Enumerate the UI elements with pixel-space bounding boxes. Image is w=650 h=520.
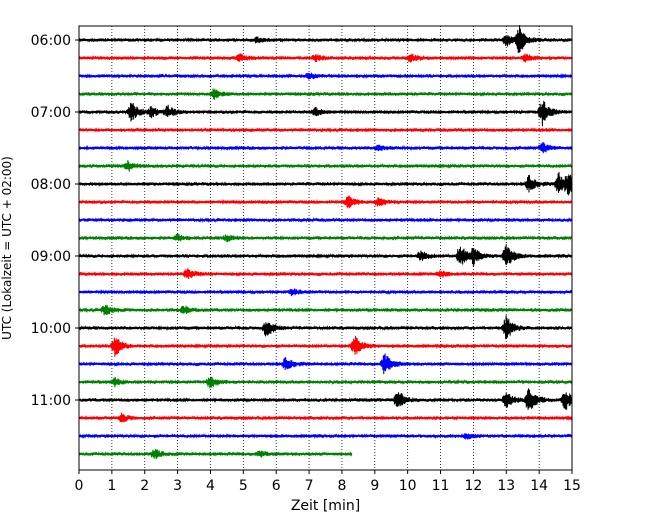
trace-row <box>78 160 573 172</box>
trace-row <box>78 195 573 209</box>
trace-row <box>78 100 573 127</box>
y-axis-ticks: 06:00 07:00 08:00 09:00 10:00 11:00 <box>31 33 79 409</box>
trace-row <box>78 432 573 440</box>
x-tick-label: 5 <box>239 478 248 494</box>
trace-row <box>78 244 573 267</box>
plot-frame <box>78 25 573 471</box>
x-axis-label: Zeit [min] <box>291 498 360 514</box>
x-tick-label: 0 <box>75 478 84 494</box>
traces <box>78 25 573 460</box>
x-tick-label: 9 <box>370 478 379 494</box>
trace-row <box>78 288 573 297</box>
plot-area <box>79 26 572 470</box>
trace-row <box>78 88 573 101</box>
trace-row <box>78 268 573 279</box>
y-tick-label: 06:00 <box>31 33 71 49</box>
x-tick-label: 2 <box>140 478 149 494</box>
trace-row <box>78 126 573 134</box>
x-tick-label: 15 <box>563 478 581 494</box>
x-tick-label: 3 <box>173 478 182 494</box>
trace-row <box>78 315 573 340</box>
trace-row <box>78 25 573 53</box>
y-axis-label: UTC (Lokalzeit = UTC + 02:00) <box>0 156 14 340</box>
x-tick-label: 1 <box>107 478 116 494</box>
y-tick-label: 11:00 <box>31 393 71 409</box>
trace-row <box>78 305 573 316</box>
trace-row <box>78 172 573 196</box>
trace-row <box>78 72 573 80</box>
x-tick-label: 12 <box>464 478 482 494</box>
x-tick-label: 10 <box>399 478 417 494</box>
trace-row <box>78 376 573 389</box>
x-axis-ticks: 0 1 2 3 4 5 6 7 8 9 10 11 12 13 14 15 <box>75 470 581 494</box>
trace-row <box>78 335 573 357</box>
x-tick-label: 6 <box>272 478 281 494</box>
trace-row <box>78 448 353 460</box>
x-tick-label: 14 <box>530 478 548 494</box>
y-tick-label: 10:00 <box>31 321 71 337</box>
trace-row <box>78 388 573 410</box>
trace-row <box>78 353 573 375</box>
trace-row <box>78 53 573 63</box>
trace-row <box>78 233 573 243</box>
trace-row <box>78 412 573 423</box>
x-tick-label: 13 <box>497 478 515 494</box>
x-tick-label: 11 <box>432 478 450 494</box>
y-tick-label: 09:00 <box>31 249 71 265</box>
trace-row <box>78 142 573 154</box>
trace-row <box>78 217 573 224</box>
x-tick-label: 7 <box>305 478 314 494</box>
x-tick-label: 8 <box>337 478 346 494</box>
x-tick-label: 4 <box>206 478 215 494</box>
y-tick-label: 07:00 <box>31 105 71 121</box>
y-tick-label: 08:00 <box>31 177 71 193</box>
